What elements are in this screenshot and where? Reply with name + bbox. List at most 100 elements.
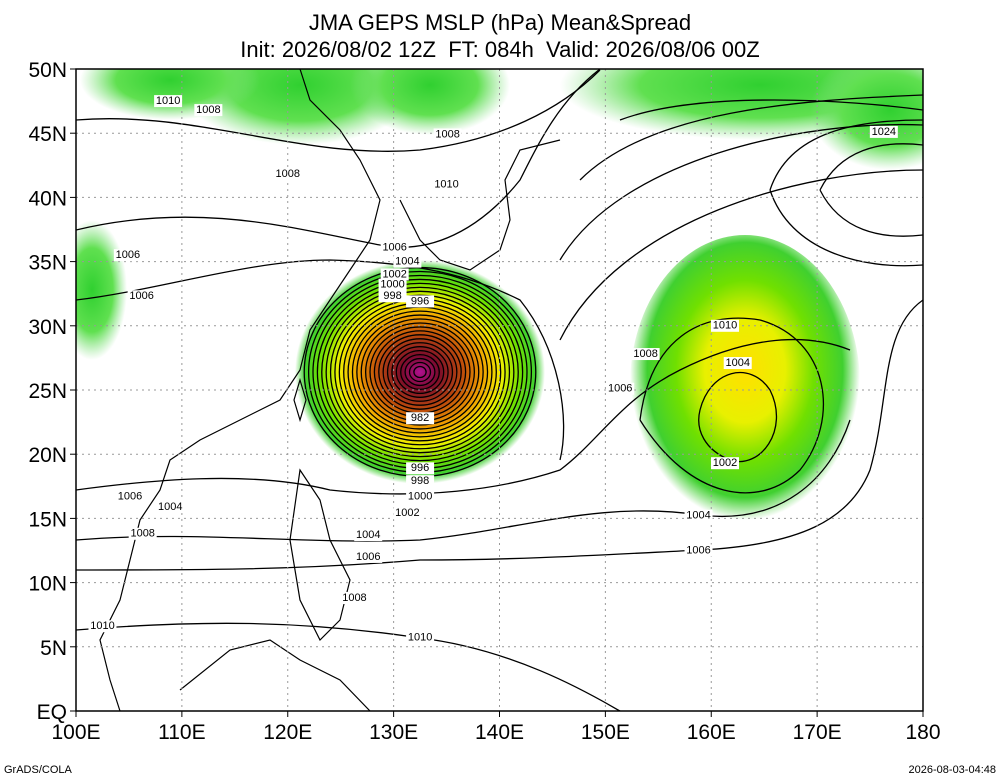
isobar xyxy=(321,282,519,462)
x-tick-label: 120E xyxy=(263,721,312,744)
contour-label-bg xyxy=(406,462,435,475)
contour-label-bg xyxy=(354,529,383,542)
contour-label: 1008 xyxy=(130,528,154,540)
contour-label: 1002 xyxy=(713,457,737,469)
contour-label-bg xyxy=(711,457,740,470)
isobar xyxy=(400,353,440,391)
contour-label-bg xyxy=(406,631,435,644)
spread-shading xyxy=(76,69,923,535)
isobar xyxy=(360,318,480,426)
contour-label-bg xyxy=(128,527,157,540)
contour-label-bg xyxy=(273,168,302,181)
contour-label: 1006 xyxy=(129,290,153,302)
contour-label: 1010 xyxy=(408,632,432,644)
isobar xyxy=(391,346,449,398)
contour-label: 996 xyxy=(411,462,429,474)
y-tick-label: 25N xyxy=(28,380,67,403)
contour-label-bg xyxy=(684,544,713,557)
contour-label: 1008 xyxy=(276,168,300,180)
contour-label-bg xyxy=(156,500,185,513)
contour-label: 1006 xyxy=(356,551,380,563)
axes xyxy=(75,68,924,712)
contour-label: 1006 xyxy=(116,249,140,261)
y-tick-label: EQ xyxy=(37,701,67,724)
isobar xyxy=(325,286,515,458)
isobar xyxy=(356,314,484,430)
footer-right: 2026-08-03-04:48 xyxy=(909,764,996,776)
x-tick-label: 180 xyxy=(905,721,940,744)
contour-label: 1002 xyxy=(395,507,419,519)
contour-label: 1008 xyxy=(196,104,220,116)
y-tick-label: 10N xyxy=(28,573,67,596)
y-tick-label: 45N xyxy=(28,123,67,146)
contour-label-bg xyxy=(378,290,407,303)
title: JMA GEPS MSLP (hPa) Mean&Spread xyxy=(309,10,691,35)
x-tick-label: 150E xyxy=(581,721,630,744)
contour-label: 1006 xyxy=(686,544,710,556)
contour-label-bg xyxy=(393,255,422,268)
y-tick-label: 40N xyxy=(28,187,67,210)
x-tick-label: 160E xyxy=(687,721,736,744)
contour-label-bg xyxy=(406,490,435,503)
isobar xyxy=(413,365,427,379)
x-tick-label: 170E xyxy=(793,721,842,744)
x-tick-label: 110E xyxy=(158,721,206,744)
x-tick-label: 140E xyxy=(475,721,524,744)
contour-label: 1008 xyxy=(342,592,366,604)
contour-label: 1004 xyxy=(725,357,749,369)
contour-label-bg xyxy=(711,319,740,332)
y-tick-label: 5N xyxy=(40,637,67,660)
contour-label-bg xyxy=(432,178,461,191)
contour-label: 1006 xyxy=(608,383,632,395)
footer-left: GrADS/COLA xyxy=(4,764,73,776)
contour-label-bg xyxy=(433,128,462,141)
contour-label: 1008 xyxy=(633,348,657,360)
contour-label-bg xyxy=(606,382,635,395)
contour-label-bg xyxy=(631,348,660,361)
contours xyxy=(76,69,923,711)
contour-label-bg xyxy=(127,290,156,303)
contour-label-bg xyxy=(869,125,898,138)
contour-label-bg xyxy=(406,295,435,308)
contour-label: 1010 xyxy=(713,320,737,332)
y-tick-label: 35N xyxy=(28,252,67,275)
y-tick-label: 30N xyxy=(28,316,67,339)
x-tick-label: 100E xyxy=(51,721,100,744)
contour-label: 1024 xyxy=(872,126,896,138)
isobar xyxy=(382,338,458,406)
isobar xyxy=(408,361,432,383)
contour-label-bg xyxy=(113,249,142,262)
contour-label: 982 xyxy=(411,412,429,424)
contour-label: 996 xyxy=(411,295,429,307)
isobar xyxy=(334,294,506,450)
contour-label: 1004 xyxy=(686,510,710,522)
subtitle: Init: 2026/08/02 12Z FT: 084h Valid: 202… xyxy=(240,37,759,62)
contour-label-bg xyxy=(393,507,422,520)
isobar xyxy=(378,334,462,410)
contour-label: 1010 xyxy=(90,620,114,632)
contour-label-bg xyxy=(154,95,183,108)
contour-label-bg xyxy=(406,475,435,488)
contour-label-bg xyxy=(194,104,223,117)
contour-label-bg xyxy=(354,550,383,563)
contour-label: 1006 xyxy=(118,490,142,502)
isobar xyxy=(386,342,454,402)
isobar xyxy=(329,290,511,454)
contour-label: 1000 xyxy=(380,279,404,291)
contour-label-bg xyxy=(723,357,752,370)
contour-label: 1000 xyxy=(408,490,432,502)
y-tick-label: 15N xyxy=(28,508,67,531)
contour-label-bg xyxy=(380,241,409,254)
contour-label: 1004 xyxy=(356,529,380,541)
contour-label-bg xyxy=(340,592,369,605)
y-tick-label: 50N xyxy=(28,59,67,82)
contour-label: 998 xyxy=(411,475,429,487)
x-tick-label: 130E xyxy=(369,721,418,744)
contour-label-bg xyxy=(406,412,435,425)
coastlines xyxy=(99,69,561,711)
contour-label: 1002 xyxy=(382,268,406,280)
contour-label-bg xyxy=(115,490,144,503)
contour-label-bg xyxy=(378,278,407,291)
isobar xyxy=(351,310,489,434)
